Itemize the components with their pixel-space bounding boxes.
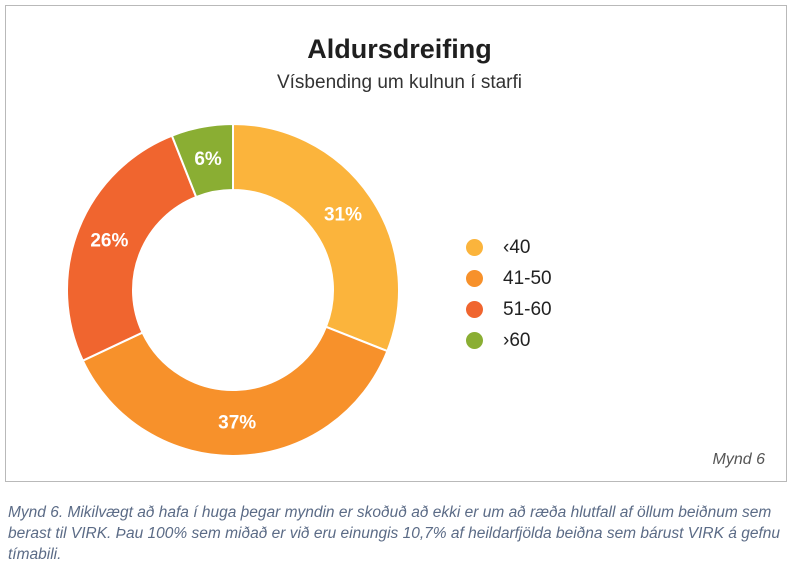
slice-2 — [81, 325, 389, 457]
legend-item-1: ‹40 — [466, 232, 552, 263]
slice-label-4: 6% — [194, 149, 222, 170]
legend-swatch — [466, 239, 483, 256]
legend-swatch — [466, 301, 483, 318]
legend-label: 51-60 — [503, 298, 552, 320]
legend-swatch — [466, 270, 483, 287]
slice-label-2: 37% — [218, 412, 256, 433]
legend-item-2: 41-50 — [466, 263, 552, 294]
figure-tag: Mynd 6 — [712, 451, 765, 468]
legend-label: ›60 — [503, 329, 531, 351]
figure-caption: Mynd 6. Mikilvægt að hafa í huga þegar m… — [8, 504, 780, 563]
legend-item-4: ›60 — [466, 325, 552, 356]
legend-label: ‹40 — [503, 236, 531, 258]
legend-label: 41-50 — [503, 267, 552, 289]
slice-label-1: 31% — [324, 205, 362, 226]
chart-legend: ‹40 41-50 51-60 ›60 — [466, 232, 552, 356]
slice-1 — [232, 122, 400, 353]
chart-title: Aldursdreifing — [307, 34, 492, 64]
slice-3 — [66, 134, 198, 363]
legend-item-3: 51-60 — [466, 294, 552, 325]
slice-4 — [170, 122, 234, 199]
chart-subtitle: Vísbending um kulnun í starfi — [276, 72, 523, 93]
slice-label-3: 26% — [90, 231, 128, 252]
legend-swatch — [466, 332, 483, 349]
